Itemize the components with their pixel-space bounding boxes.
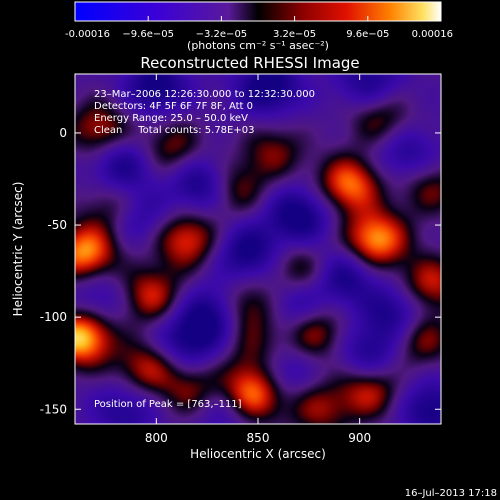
y-axis-label: Heliocentric Y (arcsec) bbox=[11, 182, 25, 317]
plot-timestamp: 16–Jul–2013 17:18 bbox=[405, 488, 497, 499]
annotation-energy: Energy Range: 25.0 – 50.0 keV bbox=[94, 113, 248, 124]
annotation-counts: Clean Total counts: 5.78E+03 bbox=[94, 125, 254, 136]
colorbar-tick-label: 3.2e−05 bbox=[273, 29, 316, 40]
heatmap-image bbox=[75, 74, 441, 424]
colorbar-tick-label: 0.00016 bbox=[412, 29, 453, 40]
colorbar-units: (photons cm⁻² s⁻¹ asec⁻²) bbox=[187, 39, 329, 52]
annotation-detectors: Detectors: 4F 5F 6F 7F 8F, Att 0 bbox=[94, 101, 253, 112]
colorbar-tick-label: −9.6e−05 bbox=[122, 29, 174, 40]
x-tick-label: 800 bbox=[145, 431, 168, 445]
y-tick-label: -50 bbox=[47, 218, 67, 232]
y-tick-label: -100 bbox=[40, 310, 67, 324]
x-axis-ticks: 800 850 900 bbox=[145, 74, 371, 445]
colorbar-tick-label: -0.00016 bbox=[65, 29, 110, 40]
y-tick-label: -150 bbox=[40, 402, 67, 416]
chart-title: Reconstructed RHESSI Image bbox=[140, 54, 359, 72]
colorbar bbox=[74, 1, 442, 22]
peak-position-label: Position of Peak = [763,–111] bbox=[94, 399, 242, 410]
colorbar-ticks: -0.00016 −9.6e−05 −3.2e−05 3.2e−05 9.6e−05 0.… bbox=[65, 16, 453, 40]
x-tick-label: 850 bbox=[247, 431, 270, 445]
x-tick-label: 900 bbox=[348, 431, 371, 445]
x-axis-label: Heliocentric X (arcsec) bbox=[190, 447, 326, 461]
y-axis-ticks: 0 -50 -100 -150 bbox=[40, 126, 441, 416]
colorbar-tick-label: −3.2e−05 bbox=[196, 29, 248, 40]
y-tick-label: 0 bbox=[59, 126, 67, 140]
colorbar-tick-label: 9.6e−05 bbox=[346, 29, 389, 40]
annotation-time: 23–Mar–2006 12:26:30.000 to 12:32:30.000 bbox=[94, 89, 315, 100]
